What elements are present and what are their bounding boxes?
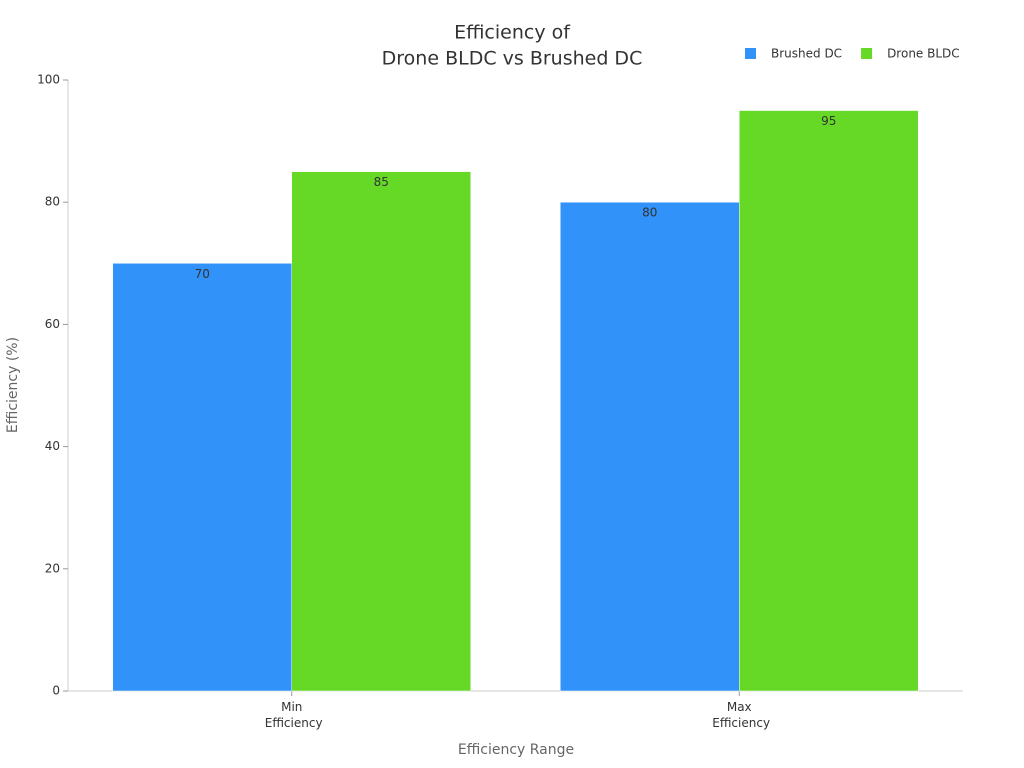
- x-tick-label: Max Efficiency: [708, 700, 770, 730]
- legend-label: Drone BLDC: [887, 47, 960, 61]
- y-tick-label: 80: [45, 195, 60, 209]
- y-tick-label: 40: [45, 439, 60, 453]
- chart-title: Efficiency of: [454, 22, 571, 44]
- bar: [739, 110, 919, 692]
- bar: [291, 171, 471, 692]
- x-tick-label-line: Min: [281, 700, 302, 714]
- chart-title: Drone BLDC vs Brushed DC: [382, 48, 643, 70]
- x-tick-label-line: Efficiency: [261, 716, 323, 730]
- data-label: 70: [195, 267, 210, 281]
- y-tick-label: 20: [45, 561, 60, 575]
- y-tick-label: 60: [45, 317, 60, 331]
- bar: [560, 201, 740, 692]
- x-tick-label-line: Max: [727, 700, 752, 714]
- data-label: 80: [642, 206, 657, 220]
- bar: [112, 263, 292, 692]
- x-tick-label: Min Efficiency: [261, 700, 323, 730]
- x-axis-title: Efficiency Range: [458, 742, 574, 758]
- y-axis-title: Efficiency (%): [5, 337, 21, 433]
- x-tick-label-line: Efficiency: [708, 716, 770, 730]
- legend-label: Brushed DC: [771, 47, 842, 61]
- legend-swatch: [861, 48, 873, 59]
- y-tick-label: 0: [52, 684, 60, 698]
- y-tick-label: 100: [37, 73, 60, 87]
- data-label: 95: [821, 114, 836, 128]
- legend-swatch: [745, 48, 756, 59]
- data-label: 85: [374, 175, 389, 189]
